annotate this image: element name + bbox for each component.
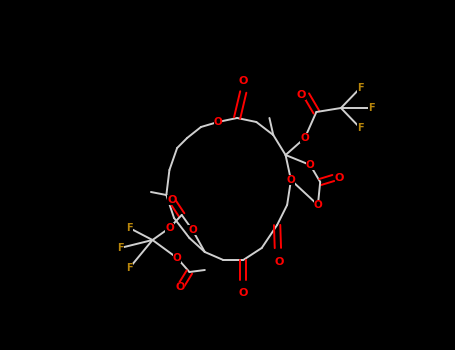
Text: F: F: [357, 83, 364, 93]
Text: O: O: [238, 77, 248, 86]
Text: O: O: [313, 200, 322, 210]
Text: O: O: [167, 195, 177, 205]
Text: O: O: [238, 288, 248, 298]
Text: O: O: [165, 223, 174, 233]
Text: O: O: [300, 133, 309, 143]
Text: O: O: [173, 253, 182, 263]
Text: F: F: [369, 103, 375, 113]
Text: O: O: [176, 282, 185, 292]
Text: O: O: [306, 160, 314, 170]
Text: O: O: [287, 175, 295, 185]
Text: O: O: [188, 225, 197, 235]
Text: F: F: [126, 263, 133, 273]
Text: F: F: [117, 243, 123, 253]
Text: O: O: [335, 173, 344, 183]
Text: O: O: [213, 117, 222, 127]
Text: O: O: [296, 90, 306, 100]
Text: F: F: [357, 123, 364, 133]
Text: O: O: [275, 257, 284, 267]
Text: F: F: [126, 223, 133, 233]
